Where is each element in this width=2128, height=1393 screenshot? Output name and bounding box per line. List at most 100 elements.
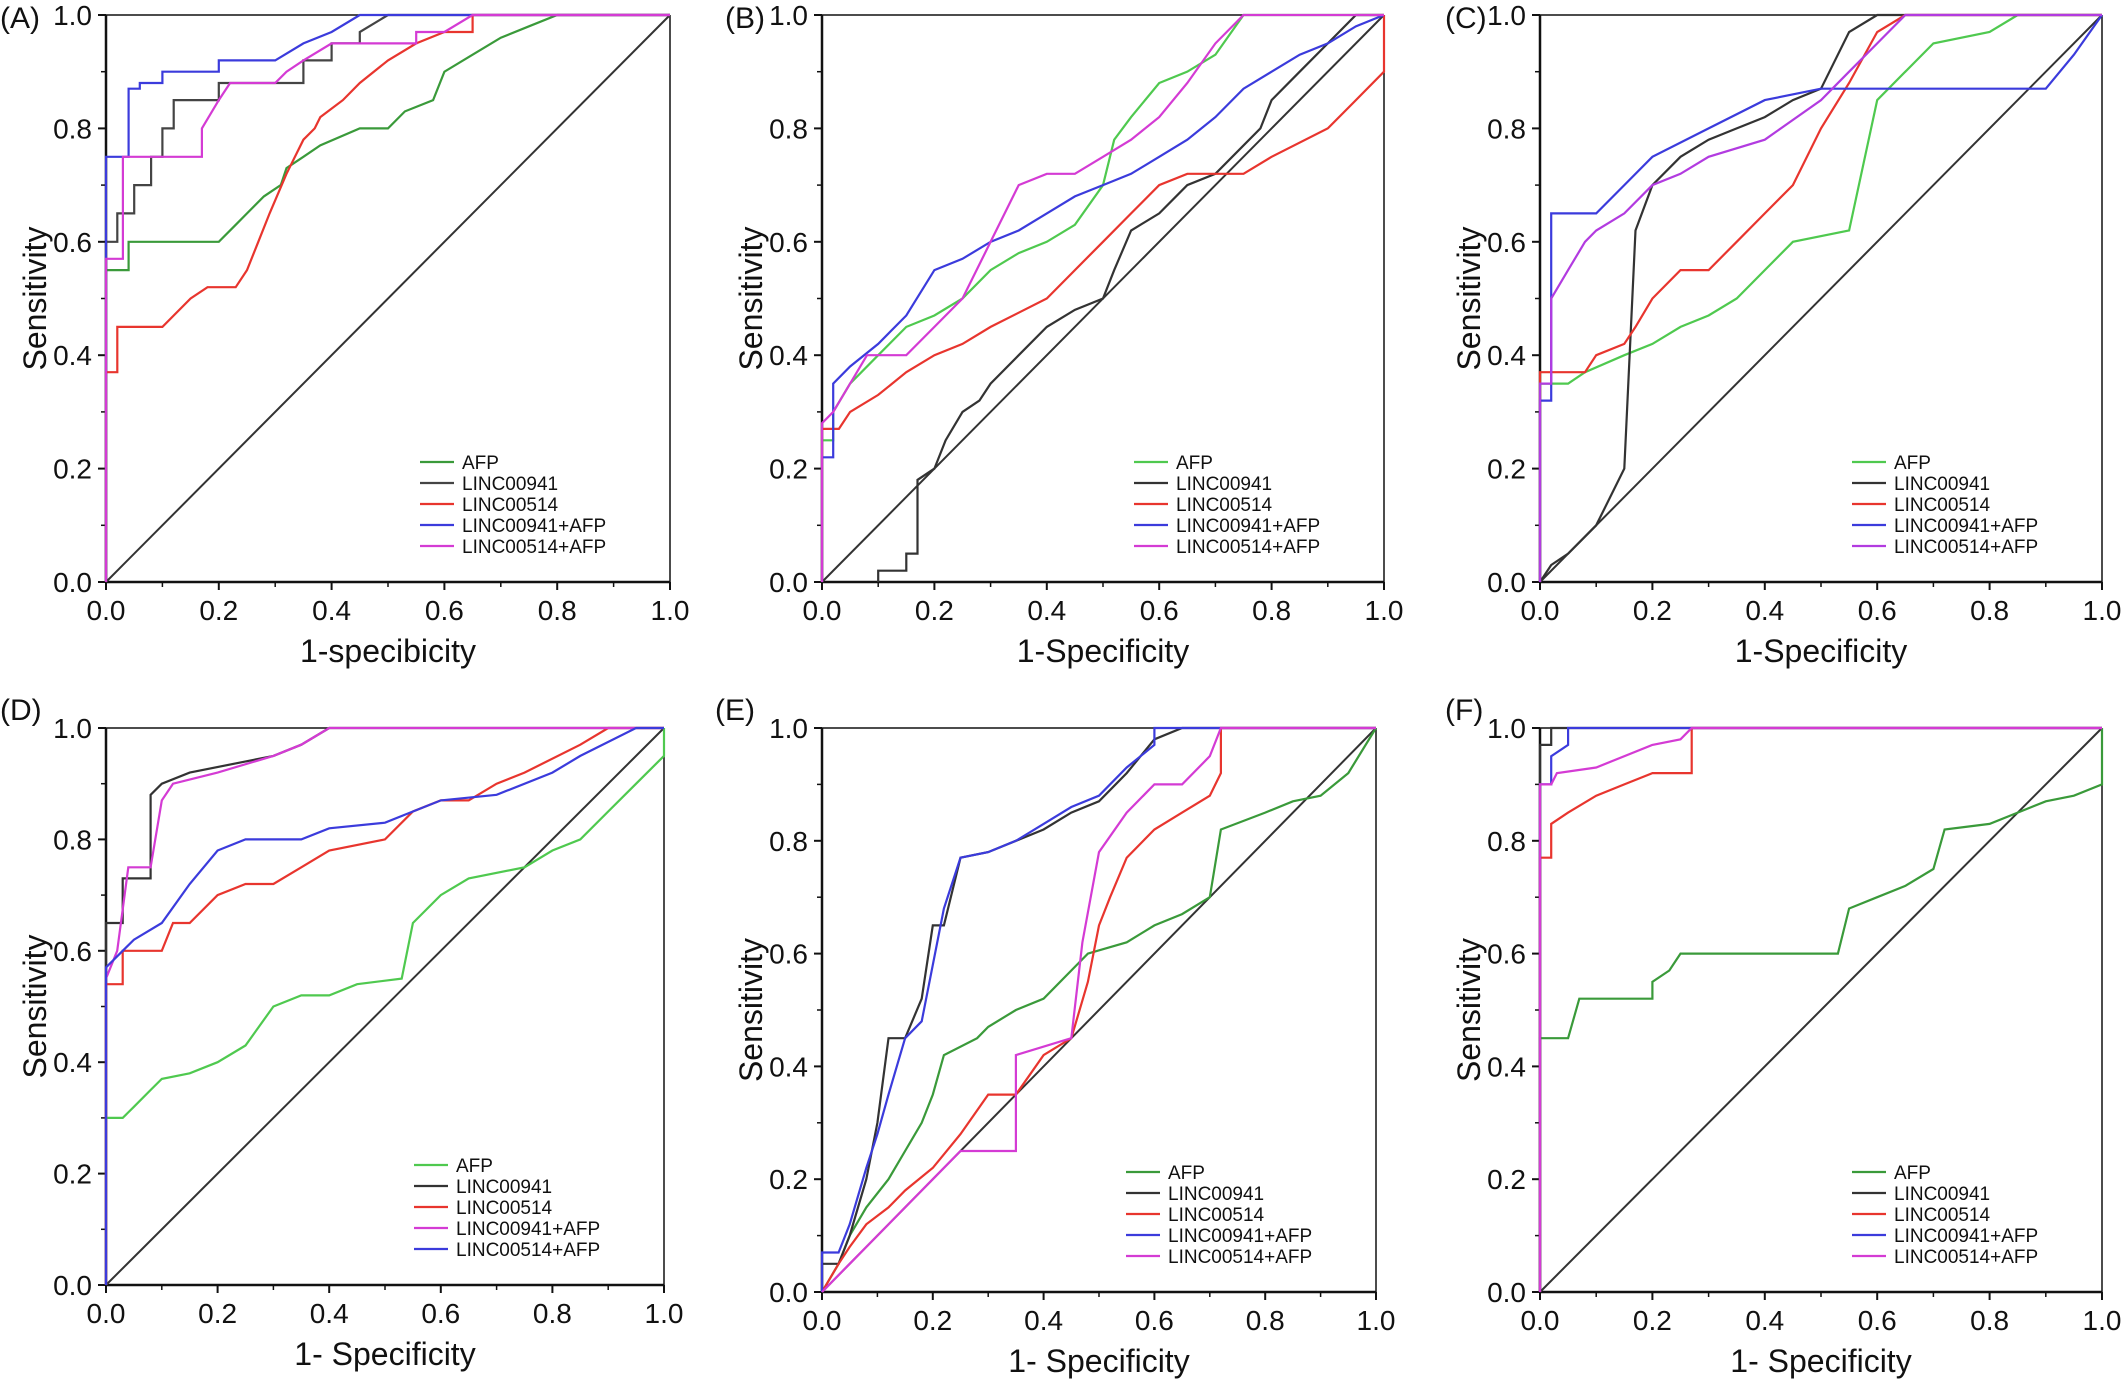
panel-label: (F) xyxy=(1445,694,1483,727)
y-tick-label: 0.0 xyxy=(769,1277,808,1308)
legend-label: LINC00514+AFP xyxy=(1176,537,1320,558)
roc-curve-linc00941 xyxy=(820,726,1376,1292)
roc-curve-linc00514-plus-afp xyxy=(104,726,664,1285)
y-axis-title: Sensitivity xyxy=(17,226,53,370)
reference-diagonal xyxy=(105,727,665,1286)
roc-curve-afp xyxy=(1538,728,2104,1292)
y-tick-label: 0.4 xyxy=(53,340,92,371)
y-tick-label: 0.4 xyxy=(1487,1051,1526,1082)
x-tick-label: 1.0 xyxy=(2083,1305,2122,1336)
roc-curve-afp xyxy=(104,13,670,582)
y-tick-label: 0.8 xyxy=(769,826,808,857)
y-tick-label: 1.0 xyxy=(53,713,92,744)
x-tick-label: 0.2 xyxy=(199,595,238,626)
roc-curve-linc00941-plus-afp xyxy=(820,726,1376,1292)
x-tick-label: 1.0 xyxy=(651,595,690,626)
y-tick-label: 0.6 xyxy=(769,939,808,970)
x-axis-title: 1-Specificity xyxy=(1017,633,1190,669)
x-tick-label: 0.6 xyxy=(1135,1305,1174,1336)
x-tick-label: 0.0 xyxy=(1521,1305,1560,1336)
x-tick-label: 0.2 xyxy=(1633,595,1672,626)
legend-label: LINC00514 xyxy=(1176,495,1273,516)
y-axis-title: Sensitivity xyxy=(733,226,769,370)
roc-curve-linc00941-plus-afp xyxy=(820,13,1385,582)
y-tick-label: 1.0 xyxy=(769,713,808,744)
legend-label: LINC00514 xyxy=(456,1198,553,1219)
roc-curve-linc00514-plus-afp xyxy=(820,13,1384,582)
legend-label: AFP xyxy=(1176,453,1213,474)
roc-curve-linc00941 xyxy=(1539,13,2102,583)
roc-curve-linc00514 xyxy=(1538,13,2102,582)
y-tick-label: 0.0 xyxy=(1487,567,1526,598)
x-tick-label: 0.4 xyxy=(1027,595,1066,626)
x-tick-label: 0.0 xyxy=(87,1298,126,1329)
roc-curve-afp xyxy=(1538,13,2102,582)
legend-label: LINC00514 xyxy=(1894,495,1991,516)
panel-label: (D) xyxy=(0,694,42,727)
roc-curve-linc00941-plus-afp xyxy=(104,726,664,1285)
x-axis-title: 1-Specificity xyxy=(1735,633,1908,669)
y-tick-label: 0.4 xyxy=(769,340,808,371)
y-axis-title: Sensitivity xyxy=(17,934,53,1078)
legend-label: LINC00941 xyxy=(462,474,558,495)
legend-label: LINC00941 xyxy=(1894,474,1990,495)
y-axis-title: Sensitivity xyxy=(733,938,769,1082)
roc-panel-a: (A) 0.0 0.2 0.4 0.6 0.8 1.0 0.0 0.2 0.4 0.6 0.8 1.0 1… xyxy=(0,0,689,669)
legend-label: LINC00514 xyxy=(1894,1205,1991,1226)
legend-label: AFP xyxy=(1894,1163,1931,1184)
y-axis-title: Sensitivity xyxy=(1451,226,1487,370)
panel-label: (E) xyxy=(715,694,755,727)
x-axis-title: 1- Specificity xyxy=(1008,1343,1189,1379)
y-tick-label: 0.4 xyxy=(769,1051,808,1082)
roc-panel-b: (B) 0.0 0.2 0.4 0.6 0.8 1.0 0.0 0.2 0.4 0.6 0.8 1.0 1… xyxy=(725,0,1403,669)
legend-label: LINC00941+AFP xyxy=(462,516,606,537)
y-tick-label: 0.0 xyxy=(53,1270,92,1301)
legend-label: LINC00514 xyxy=(462,495,559,516)
y-tick-label: 1.0 xyxy=(1487,0,1526,31)
legend-label: LINC00941 xyxy=(1176,474,1272,495)
roc-panel-d: (D) 0.0 0.2 0.4 0.6 0.8 1.0 0.0 0.2 0.4 0.6 0.8 1.0 1… xyxy=(0,694,683,1372)
legend-label: AFP xyxy=(462,453,499,474)
x-tick-label: 0.2 xyxy=(915,595,954,626)
roc-panel-f: (F) 0.0 0.2 0.4 0.6 0.8 1.0 0.0 0.2 0.4 0.6 0.8 1.0 1… xyxy=(1445,694,2121,1379)
legend-label: LINC00941 xyxy=(1894,1184,1990,1205)
y-tick-label: 0.0 xyxy=(1487,1277,1526,1308)
legend-label: LINC00941+AFP xyxy=(1168,1226,1312,1247)
y-tick-label: 0.8 xyxy=(1487,113,1526,144)
roc-curve-afp xyxy=(104,728,666,1285)
x-tick-label: 0.2 xyxy=(1633,1305,1672,1336)
roc-panel-c: (C) 0.0 0.2 0.4 0.6 0.8 1.0 0.0 0.2 0.4 0.6 0.8 1.0 1… xyxy=(1445,0,2121,669)
legend-label: LINC00941+AFP xyxy=(1894,1226,2038,1247)
legend-label: LINC00941+AFP xyxy=(1894,516,2038,537)
x-tick-label: 0.0 xyxy=(87,595,126,626)
y-tick-label: 1.0 xyxy=(1487,713,1526,744)
y-tick-label: 1.0 xyxy=(53,0,92,31)
legend-label: LINC00941+AFP xyxy=(456,1219,600,1240)
roc-panel-e: (E) 0.0 0.2 0.4 0.6 0.8 1.0 0.0 0.2 0.4 0.6 0.8 1.0 1… xyxy=(715,694,1395,1379)
x-tick-label: 0.4 xyxy=(1745,1305,1784,1336)
y-tick-label: 0.2 xyxy=(769,454,808,485)
y-tick-label: 1.0 xyxy=(769,0,808,31)
y-tick-label: 0.4 xyxy=(1487,340,1526,371)
y-tick-label: 0.6 xyxy=(53,227,92,258)
legend-label: LINC00514+AFP xyxy=(456,1240,600,1261)
x-tick-label: 0.0 xyxy=(803,595,842,626)
panel-label: (B) xyxy=(725,2,765,35)
roc-curve-linc00514 xyxy=(1538,726,2102,1292)
roc-curve-linc00514-plus-afp xyxy=(1538,726,2102,1292)
y-tick-label: 0.6 xyxy=(1487,939,1526,970)
roc-curve-linc00514-plus-afp xyxy=(821,726,1376,1293)
y-tick-label: 0.8 xyxy=(53,824,92,855)
x-axis-title: 1- Specificity xyxy=(1730,1343,1911,1379)
roc-curve-linc00941-plus-afp xyxy=(104,13,670,582)
y-axis-title: Sensitivity xyxy=(1451,938,1487,1082)
y-tick-label: 0.2 xyxy=(53,454,92,485)
legend-label: LINC00941+AFP xyxy=(1176,516,1320,537)
x-tick-label: 0.8 xyxy=(538,595,577,626)
roc-curve-linc00514-plus-afp xyxy=(1538,13,2102,582)
x-tick-label: 1.0 xyxy=(645,1298,684,1329)
x-axis-title: 1- Specificity xyxy=(294,1336,475,1372)
x-tick-label: 0.8 xyxy=(1252,595,1291,626)
